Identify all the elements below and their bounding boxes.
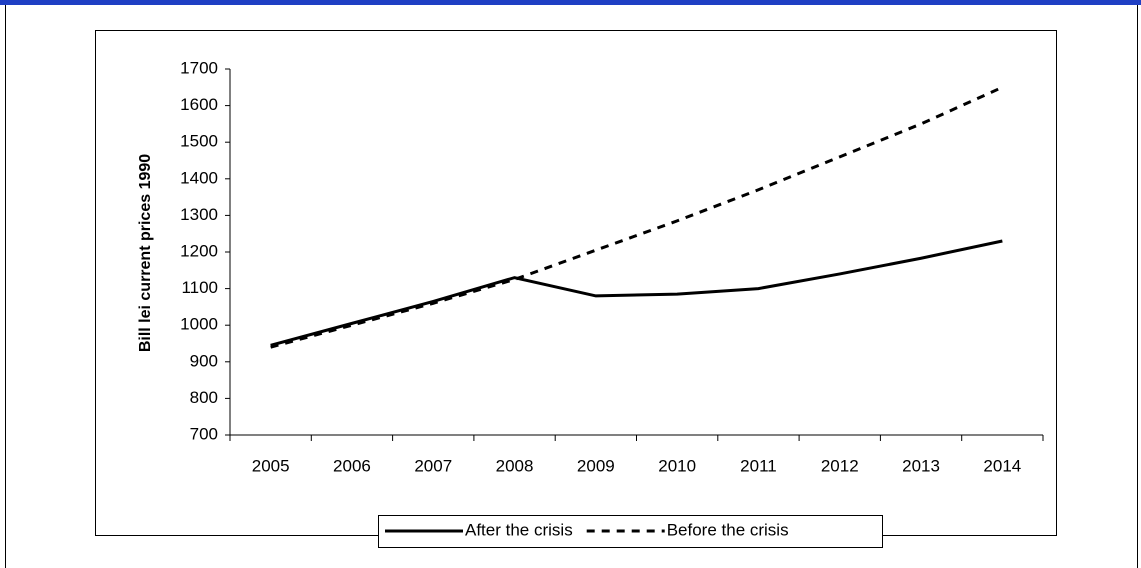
series-line [270,85,1003,349]
y-tick-label: 700 [190,424,218,443]
x-tick-label: 2006 [333,456,371,475]
legend-label: After the crisis [465,520,573,539]
y-tick-label: 900 [190,351,218,370]
series-line [270,239,1003,347]
y-tick-label: 1400 [180,168,218,187]
chart-area [95,30,1057,536]
x-tick-label: 2010 [658,456,696,475]
y-tick-label: 1100 [181,278,218,297]
x-tick-label: 2013 [902,456,940,475]
y-tick-label: 1700 [180,58,218,77]
y-tick-label: 1300 [180,205,218,224]
y-tick-label: 1000 [180,315,218,334]
x-tick-label: 2014 [983,456,1021,475]
x-tick-label: 2011 [740,456,777,475]
y-tick-label: 1500 [180,132,218,151]
y-axis-label: Bill lei current prices 1990 [137,154,154,352]
y-tick-label: 800 [190,388,218,407]
x-tick-label: 2005 [252,456,290,475]
x-tick-label: 2008 [496,456,534,475]
window-bar [0,0,1141,5]
legend-label: Before the crisis [667,520,789,539]
y-tick-label: 1200 [180,241,218,260]
x-tick-label: 2009 [577,456,615,475]
x-tick-label: 2012 [821,456,859,475]
y-tick-label: 1600 [180,95,218,114]
x-tick-label: 2007 [414,456,452,475]
